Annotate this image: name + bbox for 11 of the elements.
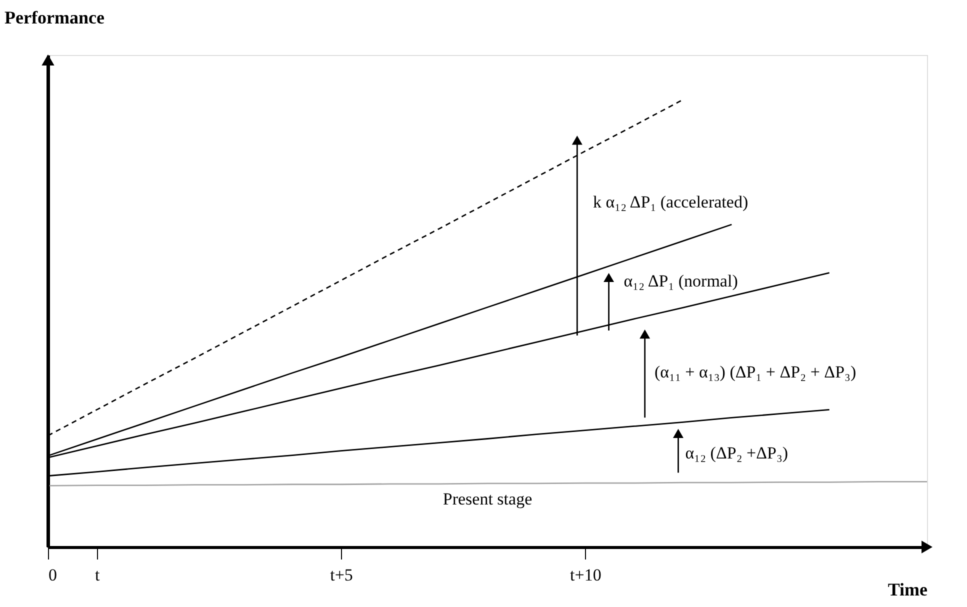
y-axis-title: Performance xyxy=(4,8,104,28)
x-tick-label: t xyxy=(94,566,100,584)
annotation: α₁₂ (ΔP₂ +ΔP₃) xyxy=(685,444,788,463)
annotation: k α₁₂ ΔP₁ (accelerated) xyxy=(592,192,748,212)
x-axis-title: Time xyxy=(888,580,928,600)
x-tick-label: t+10 xyxy=(570,566,602,584)
series-label: Present stage xyxy=(442,489,532,508)
x-tick-label: t+5 xyxy=(330,566,353,584)
annotation: (α₁₁ + α₁₃) (ΔP₁ + ΔP₂ + ΔP₃) xyxy=(654,362,856,382)
annotation: α₁₂ ΔP₁ (normal) xyxy=(624,271,738,290)
x-tick-label: 0 xyxy=(48,566,57,584)
